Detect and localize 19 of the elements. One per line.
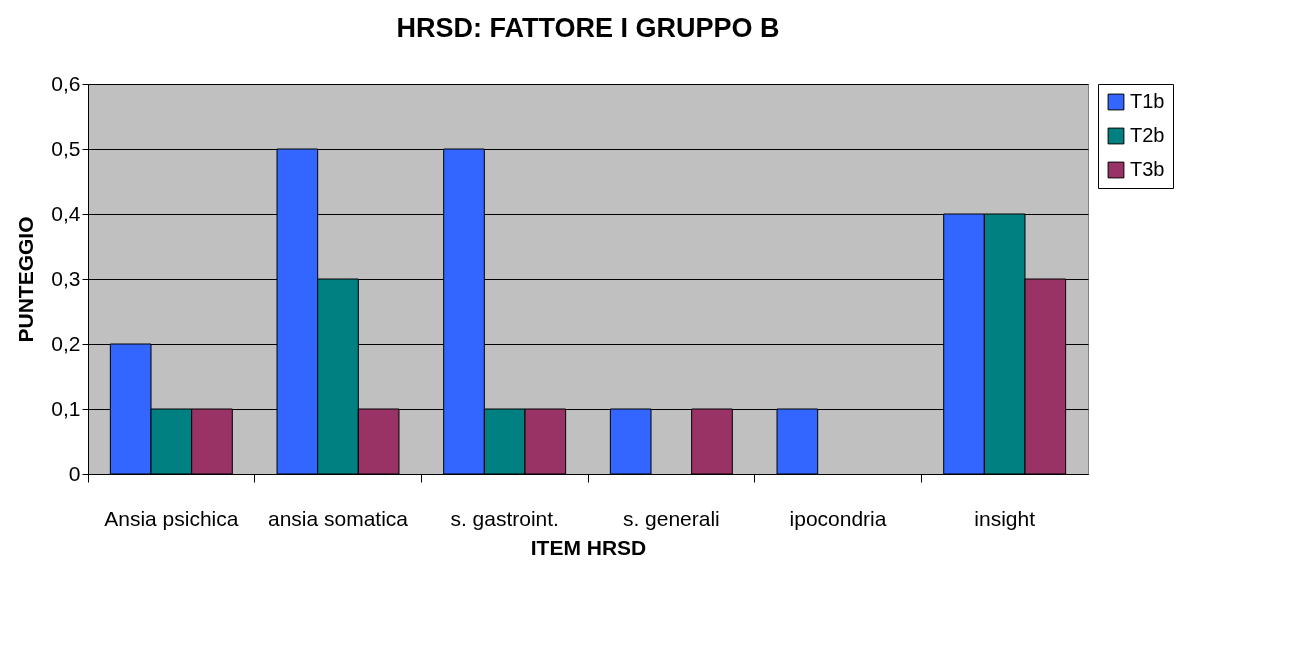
x-tick-label: s. generali — [622, 506, 720, 530]
y-tick-label: 0,3 — [51, 266, 81, 290]
y-tick-label: 0,6 — [51, 71, 81, 95]
legend-label: T2b — [1130, 124, 1165, 146]
x-tick-label: Ansia psichica — [104, 506, 239, 530]
legend-label: T3b — [1130, 158, 1165, 180]
x-tick-label: insight — [974, 506, 1036, 530]
y-tick-label: 0,5 — [51, 136, 81, 160]
x-axis-title: ITEM HRSD — [530, 535, 647, 559]
y-tick-label: 0,4 — [51, 201, 81, 225]
x-tick-label: s. gastroint. — [450, 506, 559, 530]
chart-title: HRSD: FATTORE I GRUPPO B — [396, 13, 780, 43]
x-tick-label: ipocondria — [789, 506, 887, 530]
y-axis-title: PUNTEGGIO — [14, 216, 38, 343]
x-tick-label: ansia somatica — [267, 506, 409, 530]
y-tick-label: 0,2 — [51, 331, 81, 355]
y-tick-label: 0 — [68, 461, 81, 485]
y-tick-label: 0,1 — [51, 396, 81, 420]
legend-label: T1b — [1130, 90, 1165, 112]
